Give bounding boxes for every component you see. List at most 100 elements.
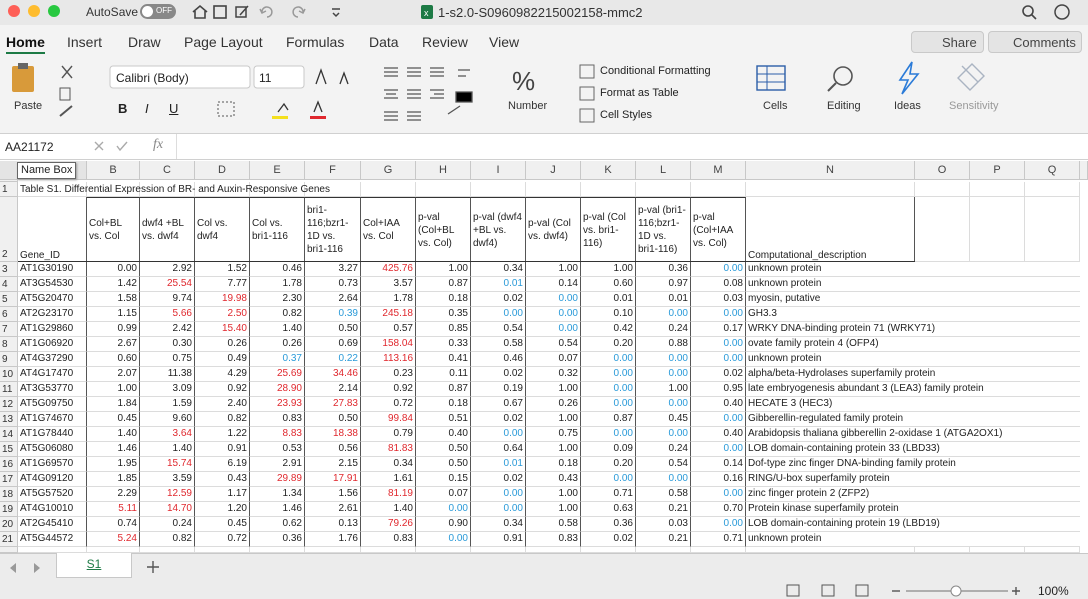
- value-cell[interactable]: 0.91: [471, 532, 526, 547]
- value-cell[interactable]: 0.00: [471, 502, 526, 517]
- value-cell[interactable]: 0.90: [416, 517, 471, 532]
- value-cell[interactable]: 0.00: [581, 472, 636, 487]
- value-cell[interactable]: 0.00: [691, 337, 746, 352]
- description-cell[interactable]: HECATE 3 (HEC3): [746, 397, 1080, 412]
- ribbon-tab[interactable]: Formulas: [286, 34, 345, 50]
- value-cell[interactable]: 99.84: [361, 412, 416, 427]
- cells-icon[interactable]: [756, 65, 786, 91]
- font-box[interactable]: [109, 65, 251, 89]
- value-cell[interactable]: 0.01: [636, 292, 691, 307]
- value-cell[interactable]: 0.14: [526, 277, 581, 292]
- value-cell[interactable]: 0.60: [87, 352, 140, 367]
- value-cell[interactable]: 2.61: [305, 502, 361, 517]
- value-cell[interactable]: 2.42: [140, 322, 195, 337]
- value-cell[interactable]: 0.91: [195, 442, 250, 457]
- value-cell[interactable]: 0.41: [416, 352, 471, 367]
- sheet-tab[interactable]: S1: [56, 553, 132, 578]
- value-cell[interactable]: 0.45: [87, 412, 140, 427]
- value-cell[interactable]: 81.19: [361, 487, 416, 502]
- value-cell[interactable]: 15.74: [140, 457, 195, 472]
- value-cell[interactable]: 0.54: [526, 337, 581, 352]
- column-header[interactable]: K: [581, 161, 636, 180]
- bold-button[interactable]: B: [118, 101, 128, 116]
- value-cell[interactable]: 0.00: [581, 397, 636, 412]
- gene-id-cell[interactable]: AT2G23170: [18, 307, 87, 322]
- value-cell[interactable]: 0.02: [471, 292, 526, 307]
- value-cell[interactable]: 0.79: [361, 427, 416, 442]
- copy-icon[interactable]: [59, 87, 71, 101]
- description-cell[interactable]: RING/U-box superfamily protein: [746, 472, 1080, 487]
- value-cell[interactable]: 113.16: [361, 352, 416, 367]
- undo-icon[interactable]: [259, 6, 273, 18]
- fx-label[interactable]: fx: [153, 137, 164, 152]
- value-cell[interactable]: 0.74: [87, 517, 140, 532]
- value-cell[interactable]: 0.00: [581, 367, 636, 382]
- value-cell[interactable]: 1.40: [87, 427, 140, 442]
- gene-id-cell[interactable]: AT4G09120: [18, 472, 87, 487]
- column-header[interactable]: B: [87, 161, 140, 180]
- value-cell[interactable]: 2.91: [250, 457, 305, 472]
- value-cell[interactable]: 79.26: [361, 517, 416, 532]
- styles-icons[interactable]: [579, 64, 595, 123]
- row-header[interactable]: 3: [0, 262, 18, 277]
- value-cell[interactable]: 0.24: [636, 322, 691, 337]
- gene-id-cell[interactable]: AT3G53770: [18, 382, 87, 397]
- value-cell[interactable]: 1.34: [250, 487, 305, 502]
- ribbon-tab[interactable]: Draw: [128, 34, 161, 50]
- edit-icon[interactable]: [235, 5, 249, 18]
- value-cell[interactable]: 1.59: [140, 397, 195, 412]
- gene-id-cell[interactable]: AT1G30190: [18, 262, 87, 277]
- value-cell[interactable]: 0.43: [195, 472, 250, 487]
- value-cell[interactable]: 0.26: [526, 397, 581, 412]
- minimize-button[interactable]: [28, 5, 40, 17]
- value-cell[interactable]: 1.00: [526, 262, 581, 277]
- column-header[interactable]: I: [471, 161, 526, 180]
- value-cell[interactable]: 0.08: [691, 277, 746, 292]
- ideas-icon[interactable]: [898, 61, 920, 95]
- value-cell[interactable]: 3.27: [305, 262, 361, 277]
- ribbon-tab[interactable]: View: [489, 34, 520, 50]
- value-cell[interactable]: 1.84: [87, 397, 140, 412]
- value-cell[interactable]: 0.34: [471, 517, 526, 532]
- value-cell[interactable]: 0.43: [526, 472, 581, 487]
- value-cell[interactable]: 9.60: [140, 412, 195, 427]
- value-cell[interactable]: 0.62: [250, 517, 305, 532]
- description-cell[interactable]: LOB domain-containing protein 19 (LBD19): [746, 517, 1080, 532]
- value-cell[interactable]: 0.07: [416, 487, 471, 502]
- value-cell[interactable]: 1.00: [526, 442, 581, 457]
- value-cell[interactable]: 3.57: [361, 277, 416, 292]
- description-cell[interactable]: unknown protein: [746, 532, 1080, 547]
- row-header[interactable]: 5: [0, 292, 18, 307]
- value-cell[interactable]: 0.39: [305, 307, 361, 322]
- row-header[interactable]: 16: [0, 457, 18, 472]
- value-cell[interactable]: 0.54: [636, 457, 691, 472]
- column-header[interactable]: N: [746, 161, 915, 180]
- value-cell[interactable]: 1.40: [250, 322, 305, 337]
- value-cell[interactable]: 1.42: [87, 277, 140, 292]
- value-cell[interactable]: 1.17: [195, 487, 250, 502]
- value-cell[interactable]: 1.00: [526, 412, 581, 427]
- page-layout-view[interactable]: [821, 584, 835, 597]
- gene-id-cell[interactable]: AT5G57520: [18, 487, 87, 502]
- value-cell[interactable]: 0.00: [526, 322, 581, 337]
- value-cell[interactable]: 15.40: [195, 322, 250, 337]
- column-header[interactable]: O: [915, 161, 970, 180]
- ribbon-tab[interactable]: Data: [369, 34, 399, 50]
- value-cell[interactable]: 0.00: [581, 352, 636, 367]
- value-cell[interactable]: 2.50: [195, 307, 250, 322]
- description-cell[interactable]: unknown protein: [746, 277, 1080, 292]
- value-cell[interactable]: 5.66: [140, 307, 195, 322]
- description-cell[interactable]: WRKY DNA-binding protein 71 (WRKY71): [746, 322, 1080, 337]
- value-cell[interactable]: 0.14: [691, 457, 746, 472]
- value-cell[interactable]: 0.34: [471, 262, 526, 277]
- value-cell[interactable]: 0.00: [636, 307, 691, 322]
- row-header[interactable]: 15: [0, 442, 18, 457]
- value-cell[interactable]: 0.00: [581, 382, 636, 397]
- value-cell[interactable]: 0.83: [526, 532, 581, 547]
- value-cell[interactable]: 2.07: [87, 367, 140, 382]
- value-cell[interactable]: 0.18: [416, 397, 471, 412]
- paste-icon[interactable]: [12, 66, 34, 92]
- value-cell[interactable]: 2.30: [250, 292, 305, 307]
- value-cell[interactable]: 0.00: [636, 397, 691, 412]
- value-cell[interactable]: 23.93: [250, 397, 305, 412]
